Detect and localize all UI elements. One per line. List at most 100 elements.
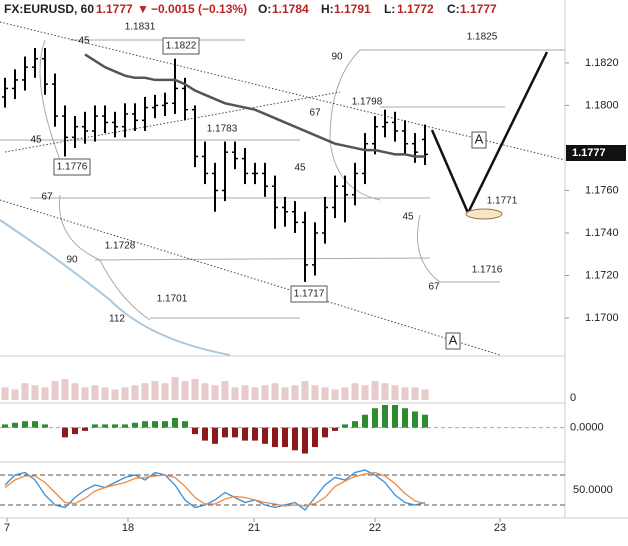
macd-bar — [192, 427, 198, 435]
ohlc-bar — [152, 94, 158, 119]
ohlc-value: 1.1777 — [460, 2, 497, 16]
x-tick-label: 23 — [494, 522, 506, 534]
macd-bar — [112, 424, 118, 428]
volume-bar — [121, 387, 129, 400]
ohlc-bar — [412, 133, 418, 163]
macd-bar — [292, 427, 298, 451]
macd-bar — [312, 427, 318, 448]
macd-bar — [182, 421, 188, 428]
stoch-tick-label: 50.0000 — [573, 484, 613, 496]
annotation-box — [471, 131, 487, 149]
volume-bar — [411, 387, 419, 400]
ohlc-bar — [62, 105, 68, 157]
ohlc-label: O: — [258, 2, 271, 16]
macd-bar — [132, 422, 138, 428]
ohlc-bar — [42, 48, 48, 95]
annotation: 1.1798 — [352, 97, 383, 108]
volume-bar — [81, 387, 89, 400]
ohlc-value: 1.1784 — [272, 2, 309, 16]
annotation: 90 — [331, 52, 343, 63]
volume-bar — [181, 381, 189, 400]
y-tick-label: 1.1700 — [585, 312, 619, 324]
macd-bar — [402, 408, 408, 428]
volume-bar — [61, 379, 69, 400]
annotation-box — [53, 158, 91, 176]
ohlc-value: 1.1772 — [397, 2, 434, 16]
macd-bar — [372, 408, 378, 428]
volume-bar — [421, 389, 429, 400]
macd-bar — [142, 421, 148, 428]
volume-bar — [31, 385, 39, 400]
price-tag — [566, 145, 626, 161]
arc — [417, 214, 500, 283]
ohlc-bar — [372, 116, 378, 155]
volume-bar — [151, 381, 159, 400]
volume-bar — [281, 387, 289, 400]
annotation: 1.1776 — [57, 162, 88, 173]
annotation: 1.1701 — [157, 294, 188, 305]
volume-bar — [141, 383, 149, 400]
macd-bar — [72, 427, 78, 435]
macd-bar — [342, 424, 348, 428]
macd-bar — [352, 421, 358, 428]
annotation: 45 — [402, 212, 414, 223]
macd-bar — [172, 417, 178, 428]
price-tag-label: 1.1777 — [572, 147, 606, 159]
target-ellipse — [465, 208, 503, 220]
ohlc-bar — [102, 105, 108, 134]
macd-bar — [282, 427, 288, 448]
macd-bar — [382, 405, 388, 428]
ohlc-bar — [72, 116, 78, 148]
volume-bar — [291, 385, 299, 400]
ohlc-bar — [282, 196, 288, 227]
ohlc-bar — [262, 162, 268, 197]
annotation: 45 — [294, 163, 306, 174]
ohlc-bar — [252, 162, 258, 185]
y-tick-label: 1.1720 — [585, 269, 619, 281]
volume-bar — [171, 376, 179, 400]
y-tick-label: 1.1760 — [585, 184, 619, 196]
volume-bar — [301, 381, 309, 400]
volume-tick-label: 0 — [570, 392, 576, 404]
stoch-line — [4, 471, 426, 507]
ohlc-bar — [362, 133, 368, 185]
volume-bar — [331, 389, 339, 400]
ohlc-bar — [162, 92, 168, 117]
level — [94, 257, 431, 261]
macd-bar — [232, 427, 238, 438]
macd-bar — [22, 421, 28, 428]
annotation: 1.1783 — [207, 124, 238, 135]
annotation-box — [290, 285, 328, 303]
ohlc-bar — [142, 96, 148, 131]
ohlc-bar — [222, 141, 228, 202]
moving-average — [84, 53, 425, 158]
ohlc-bar — [172, 58, 178, 114]
stoch-line — [4, 469, 426, 511]
ohlc-bar — [32, 48, 38, 78]
volume-bar — [361, 385, 369, 400]
macd-bar — [42, 424, 48, 428]
ohlc-bar — [402, 120, 408, 155]
volume-bar — [191, 379, 199, 400]
annotation: 45 — [30, 135, 42, 146]
macd-bar — [262, 427, 268, 444]
volume-bar — [91, 385, 99, 400]
ohlc-label: L: — [384, 2, 395, 16]
macd-bar — [82, 427, 88, 431]
macd-bar — [272, 427, 278, 448]
volume-bar — [381, 383, 389, 400]
macd-bar — [62, 427, 68, 438]
ohlc-bar — [272, 175, 278, 229]
volume-bar — [161, 383, 169, 400]
annotation: 1.1771 — [487, 196, 518, 207]
annotation: 1.1717 — [294, 289, 325, 300]
ohlc-bar — [92, 105, 98, 142]
ohlc-bar — [332, 175, 338, 219]
ohlc-value: 1.1791 — [334, 2, 371, 16]
x-tick-label: 22 — [369, 522, 381, 534]
annotation: 1.1716 — [472, 265, 503, 276]
annotation: 67 — [309, 108, 321, 119]
macd-bar — [92, 424, 98, 428]
